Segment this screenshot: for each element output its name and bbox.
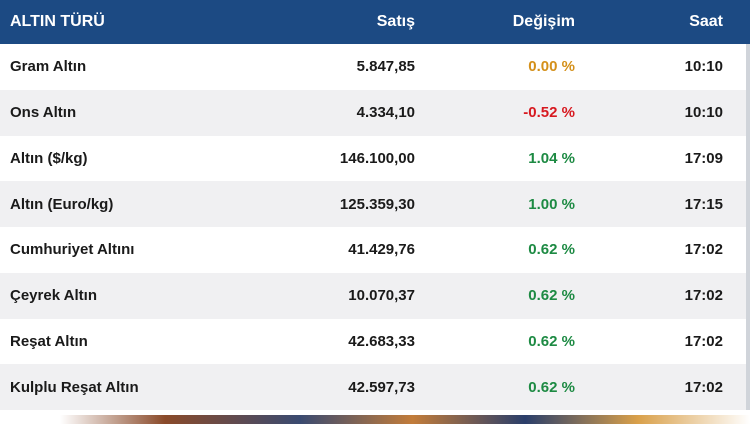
sale-price-cell: 4.334,10	[356, 104, 415, 122]
sale-price-cell: 5.847,85	[356, 58, 415, 76]
table-row[interactable]: Reşat Altın 42.683,33 0.62 % 17:02	[0, 318, 750, 365]
change-cell: 0.00 %	[528, 58, 575, 76]
time-cell: 10:10	[684, 104, 723, 122]
gold-type-cell: Ons Altın	[10, 104, 77, 122]
footer-image-strip	[0, 410, 750, 424]
header-gold-type: ALTIN TÜRÜ	[10, 13, 105, 30]
time-cell: 17:02	[684, 241, 723, 259]
table-row[interactable]: Kulplu Reşat Altın 42.597,73 0.62 % 17:0…	[0, 364, 750, 410]
table-row[interactable]: Ons Altın 4.334,10 -0.52 % 10:10	[0, 89, 750, 136]
time-cell: 10:10	[684, 58, 723, 76]
table-row[interactable]: Cumhuriyet Altını 41.429,76 0.62 % 17:02	[0, 227, 750, 273]
sale-price-cell: 41.429,76	[348, 241, 415, 259]
table-row[interactable]: Altın (Euro/kg) 125.359,30 1.00 % 17:15	[0, 181, 750, 227]
gold-type-cell: Altın (Euro/kg)	[10, 195, 114, 213]
change-cell: 1.04 %	[528, 149, 575, 167]
time-cell: 17:15	[684, 195, 723, 213]
header-change: Değişim	[512, 13, 575, 30]
gold-type-cell: Gram Altın	[10, 58, 87, 76]
change-cell: -0.52 %	[523, 104, 575, 122]
sale-price-cell: 42.597,73	[348, 378, 415, 396]
sale-price-cell: 42.683,33	[348, 332, 415, 350]
gold-type-cell: Kulplu Reşat Altın	[10, 378, 139, 396]
table-row[interactable]: Altın ($/kg) 146.100,00 1.04 % 17:09	[0, 135, 750, 182]
header-sale: Satış	[376, 13, 415, 30]
table-header: ALTIN TÜRÜ Satış Değişim Saat	[0, 0, 750, 44]
gold-type-cell: Çeyrek Altın	[10, 287, 97, 305]
time-cell: 17:02	[684, 378, 723, 396]
time-cell: 17:02	[684, 287, 723, 305]
table-row[interactable]: Gram Altın 5.847,85 0.00 % 10:10	[0, 44, 750, 90]
change-cell: 0.62 %	[528, 241, 575, 259]
change-cell: 0.62 %	[528, 287, 575, 305]
gold-type-cell: Altın ($/kg)	[10, 149, 88, 167]
time-cell: 17:02	[684, 332, 723, 350]
change-cell: 1.00 %	[528, 195, 575, 213]
header-time: Saat	[689, 13, 723, 30]
sale-price-cell: 10.070,37	[348, 287, 415, 305]
sale-price-cell: 125.359,30	[339, 195, 415, 213]
gold-type-cell: Reşat Altın	[10, 332, 88, 350]
sale-price-cell: 146.100,00	[339, 149, 415, 167]
scrollbar[interactable]	[746, 44, 750, 410]
change-cell: 0.62 %	[528, 332, 575, 350]
gold-price-table: ALTIN TÜRÜ Satış Değişim Saat Gram Altın…	[0, 0, 750, 410]
time-cell: 17:09	[684, 149, 723, 167]
gold-type-cell: Cumhuriyet Altını	[10, 241, 135, 259]
change-cell: 0.62 %	[528, 378, 575, 396]
table-row[interactable]: Çeyrek Altın 10.070,37 0.62 % 17:02	[0, 272, 750, 319]
